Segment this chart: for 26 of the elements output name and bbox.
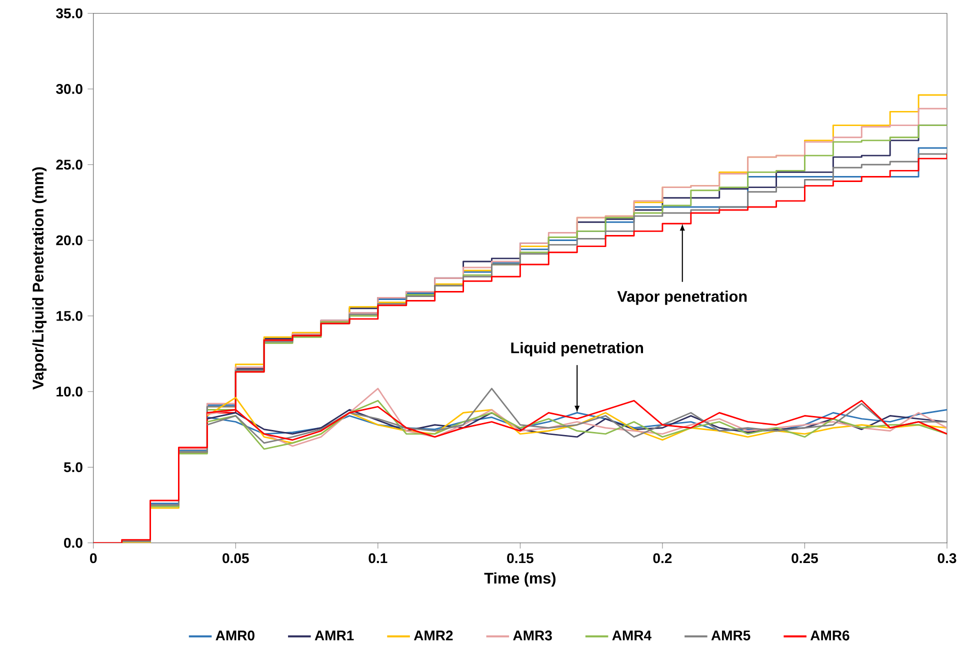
y-tick-label: 35.0 <box>56 8 82 18</box>
x-axis-title: Time (ms) <box>484 572 556 587</box>
legend-label: AMR5 <box>711 630 750 640</box>
y-tick-label: 5.0 <box>64 462 82 472</box>
y-tick-label: 20.0 <box>56 235 82 246</box>
x-tick-label: 0 <box>90 553 97 564</box>
annotation: Vapor penetration <box>617 290 747 305</box>
y-tick-label: 30.0 <box>56 84 82 94</box>
y-axis-title: Vapor/Liquid Penetration (mm) <box>32 167 47 390</box>
x-tick-label: 0.2 <box>653 553 672 564</box>
annotation: Liquid penetration <box>511 342 644 356</box>
x-tick-label: 0.25 <box>792 553 818 564</box>
legend-label: AMR0 <box>216 630 254 640</box>
x-tick-label: 0.05 <box>222 553 249 564</box>
y-tick-label: 0.0 <box>64 538 82 548</box>
y-tick-label: 15.0 <box>56 311 82 321</box>
x-tick-label: 0.1 <box>368 553 388 564</box>
x-tick-label: 0.15 <box>507 553 534 564</box>
x-tick-label: 0.3 <box>938 553 956 564</box>
legend-label: AMR2 <box>414 630 453 640</box>
legend-label: AMR6 <box>810 630 850 640</box>
legend-label: AMR3 <box>513 630 552 641</box>
y-tick-label: 25.0 <box>56 160 82 170</box>
legend-label: AMR4 <box>612 630 652 640</box>
legend-label: AMR1 <box>314 630 354 640</box>
y-tick-label: 10.0 <box>56 386 82 397</box>
